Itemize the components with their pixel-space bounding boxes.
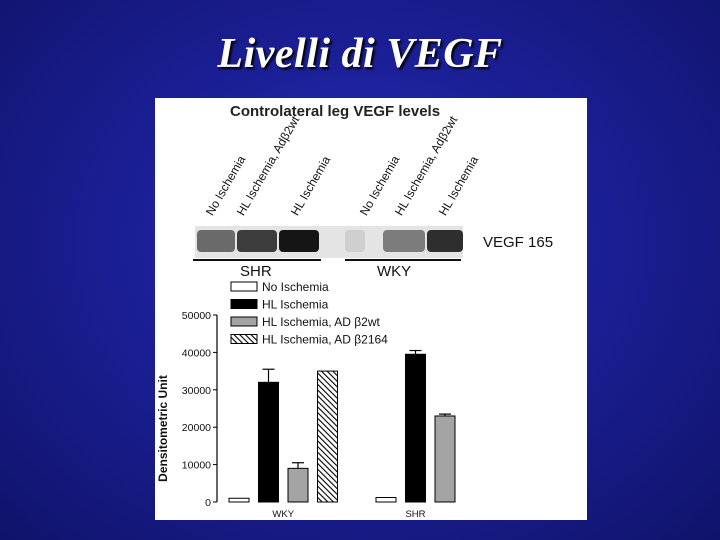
legend-label: No Ischemia: [262, 280, 329, 294]
legend-swatch: [230, 299, 258, 309]
legend-swatch: [230, 281, 258, 292]
legend-label: HL Ischemia, AD β2164: [262, 333, 388, 347]
y-tick-label: 20000: [182, 422, 211, 434]
bar: [258, 381, 279, 503]
blot-band: [427, 230, 463, 252]
bar: [317, 370, 338, 503]
slide-title: Livelli di VEGF: [217, 31, 503, 77]
category-label: SHR: [405, 509, 425, 520]
bar: [434, 415, 456, 503]
blot-band: [279, 230, 319, 252]
bar-chart: 0 10000 20000 30000 40000 50000 Densitometric …: [156, 280, 456, 520]
legend-label: HL Ischemia, AD β2wt: [262, 315, 380, 329]
group-underline: [193, 259, 321, 261]
blot-band: [197, 230, 235, 252]
group-label-wky: WKY: [377, 263, 412, 280]
group-underline: [345, 259, 461, 261]
y-tick-label: 40000: [182, 347, 211, 359]
category-label: WKY: [272, 509, 294, 520]
group-label-shr: SHR: [240, 263, 272, 280]
y-tick-label: 30000: [182, 385, 211, 397]
blot-band: [345, 230, 365, 252]
blot-band: [237, 230, 277, 252]
bar: [228, 497, 250, 503]
blot-band: [383, 230, 425, 252]
bar: [405, 353, 426, 503]
western-blot-strip: [195, 226, 463, 258]
y-tick-label: 50000: [182, 310, 211, 322]
bar: [375, 497, 397, 503]
bar: [287, 467, 309, 503]
blot-title: Controlateral leg VEGF levels: [230, 103, 441, 120]
y-axis-label: Densitometric Unit: [156, 375, 170, 482]
legend-swatch: [230, 334, 258, 344]
legend-swatch: [230, 316, 258, 327]
y-tick-label: 0: [205, 497, 211, 509]
figure-panel: Controlateral leg VEGF levels No Ischemi…: [155, 98, 587, 520]
band-label: VEGF 165: [483, 234, 554, 251]
legend-label: HL Ischemia: [262, 298, 329, 312]
y-tick-label: 10000: [182, 460, 211, 472]
